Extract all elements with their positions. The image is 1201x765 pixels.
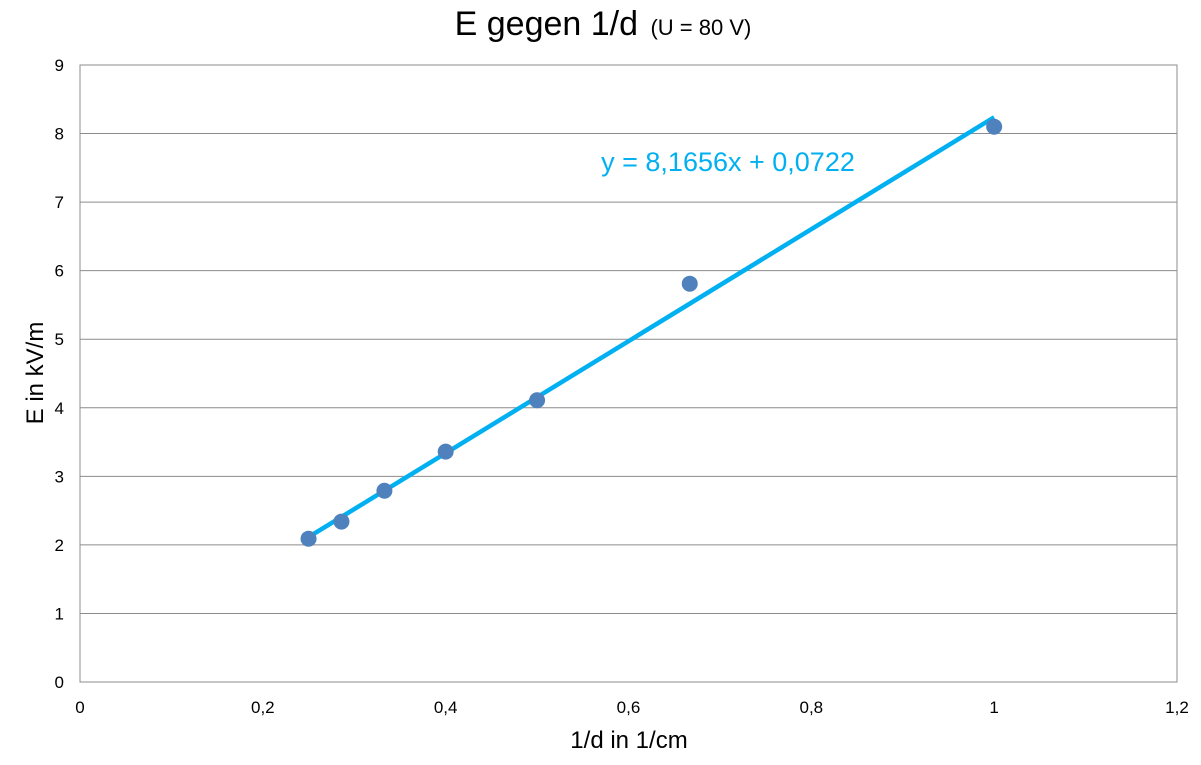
y-tick-label: 5 (55, 330, 64, 349)
x-axis-ticks: 0 0,2 0,4 0,6 0,8 1 1,2 (75, 698, 1189, 717)
x-axis-title: 1/d in 1/cm (570, 727, 687, 754)
plot-area-border (79, 64, 1178, 683)
y-tick-label: 0 (55, 673, 64, 692)
data-point (333, 513, 350, 530)
y-tick-label: 9 (55, 56, 64, 75)
data-point (437, 443, 454, 460)
x-tick-label: 1,2 (1165, 698, 1189, 717)
y-tick-label: 1 (55, 604, 64, 623)
data-point (681, 275, 698, 292)
y-tick-label: 6 (55, 262, 64, 281)
chart-title: E gegen 1/d (U = 80 V) (455, 5, 752, 43)
data-point (300, 530, 317, 547)
trendline (307, 115, 996, 540)
x-tick-label: 0,8 (800, 698, 824, 717)
grid-lines (80, 133, 1177, 614)
x-tick-label: 0 (75, 698, 84, 717)
y-tick-label: 8 (55, 125, 64, 144)
data-point (529, 392, 546, 409)
trendline-layer (307, 115, 996, 540)
trendline-equation: y = 8,1656x + 0,0722 (601, 147, 855, 177)
chart-title-main: E gegen 1/d (455, 5, 638, 43)
x-tick-label: 0,6 (617, 698, 641, 717)
y-tick-label: 3 (55, 467, 64, 486)
data-points (300, 118, 1003, 547)
y-tick-label: 2 (55, 536, 64, 555)
x-tick-label: 0,4 (434, 698, 458, 717)
y-tick-label: 7 (55, 193, 64, 212)
x-tick-label: 0,2 (251, 698, 275, 717)
y-tick-label: 4 (55, 399, 64, 418)
y-axis-title: E in kV/m (22, 322, 49, 425)
x-tick-label: 1 (989, 698, 998, 717)
data-point (376, 482, 393, 499)
y-axis-ticks: 0 1 2 3 4 5 6 7 8 9 (55, 56, 64, 692)
data-point (986, 118, 1003, 135)
chart-title-subtitle: (U = 80 V) (650, 15, 751, 40)
